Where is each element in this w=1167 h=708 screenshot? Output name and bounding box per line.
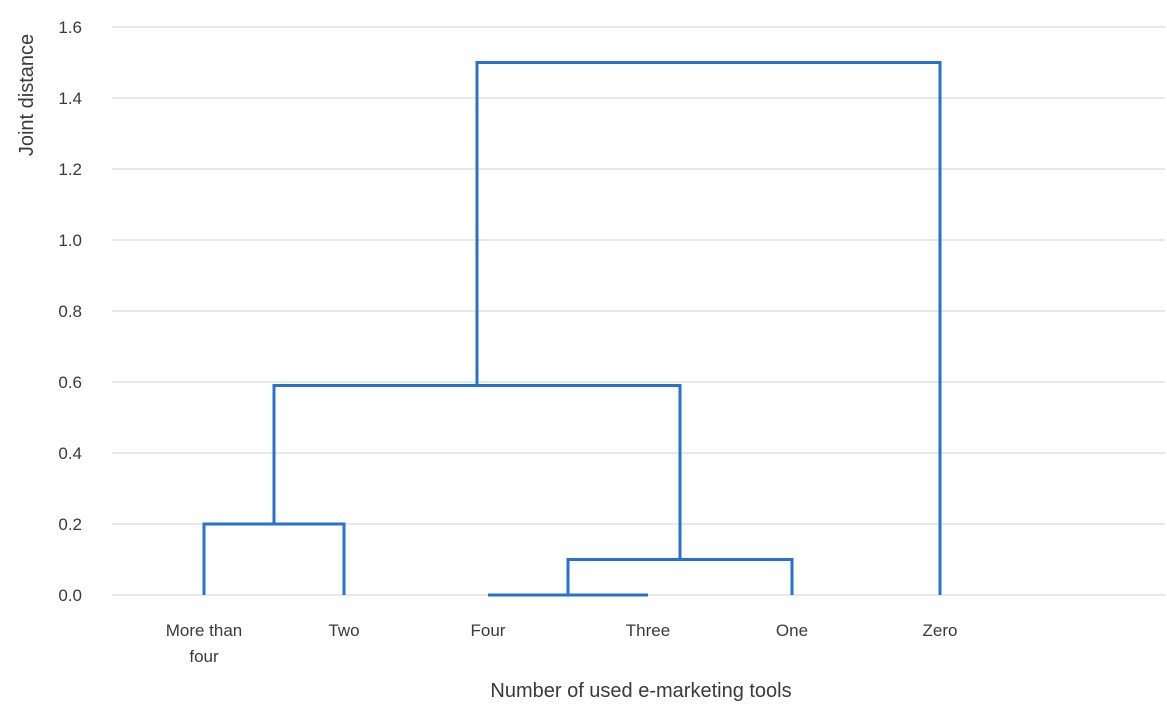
leaf-label: Four [471,621,506,640]
y-tick-label: 1.4 [58,89,82,108]
y-tick-label: 0.8 [58,302,82,321]
x-axis-title: Number of used e-marketing tools [490,680,791,702]
leaf-label: One [776,621,808,640]
dendrogram-link-1 [566,558,794,595]
y-tick-label: 0.6 [58,373,82,392]
leaf-label: Two [328,621,359,640]
dendrogram-link-2 [202,522,346,595]
y-tick-label: 1.2 [58,160,82,179]
y-tick-labels: 0.0 0.2 0.4 0.6 0.8 1.0 1.2 1.4 1.6 [58,18,82,605]
y-axis-title: Joint distance [16,34,38,156]
y-tick-label: 0.4 [58,444,82,463]
dendrogram-links [202,61,942,597]
leaf-label: Zero [923,621,958,640]
y-tick-label: 1.0 [58,231,82,250]
leaf-label: More than four [166,621,243,666]
y-tick-label: 0.0 [58,586,82,605]
y-tick-label: 0.2 [58,515,82,534]
dendrogram-link-4 [475,61,942,595]
leaf-label: Three [626,621,670,640]
y-tick-label: 1.6 [58,18,82,37]
grid-lines [112,26,1165,596]
dendrogram-link-3 [272,384,682,560]
leaf-labels: More than four Two Four Three One Zero [166,621,958,666]
